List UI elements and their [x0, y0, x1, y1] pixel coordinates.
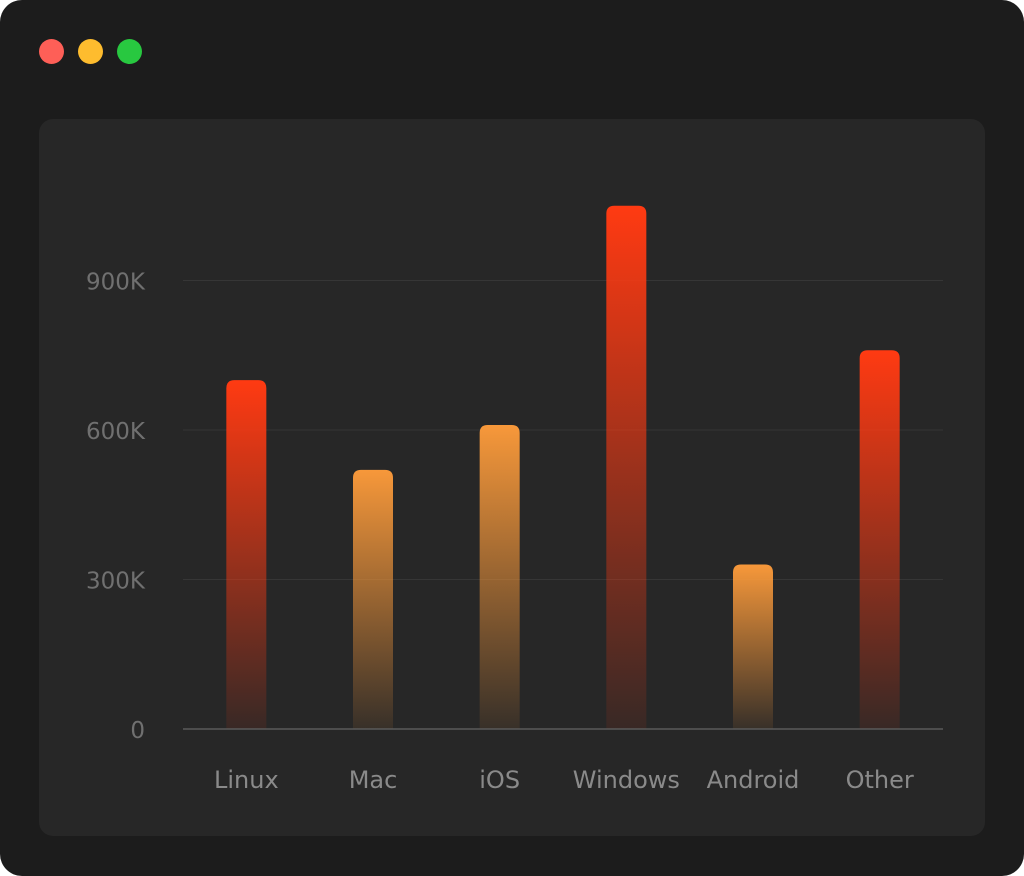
y-tick-label: 900K [86, 270, 146, 296]
bar-linux [226, 380, 267, 729]
x-tick-label: Other [846, 766, 914, 794]
bar-ios [479, 425, 520, 729]
x-tick-label: Android [707, 766, 800, 794]
bar-other [859, 350, 900, 729]
x-tick-label: Windows [573, 766, 680, 794]
bar-android [733, 564, 773, 729]
x-tick-label: Mac [349, 766, 398, 794]
x-tick-label: Linux [214, 766, 279, 794]
x-tick-label: iOS [479, 766, 520, 794]
y-tick-label: 300K [86, 569, 146, 595]
y-tick-label: 600K [86, 419, 146, 445]
bar-mac [353, 469, 393, 729]
bar-windows [606, 205, 647, 729]
maximize-button[interactable] [117, 39, 142, 64]
minimize-button[interactable] [78, 39, 103, 64]
close-button[interactable] [39, 39, 64, 64]
y-tick-label: 0 [130, 718, 145, 744]
